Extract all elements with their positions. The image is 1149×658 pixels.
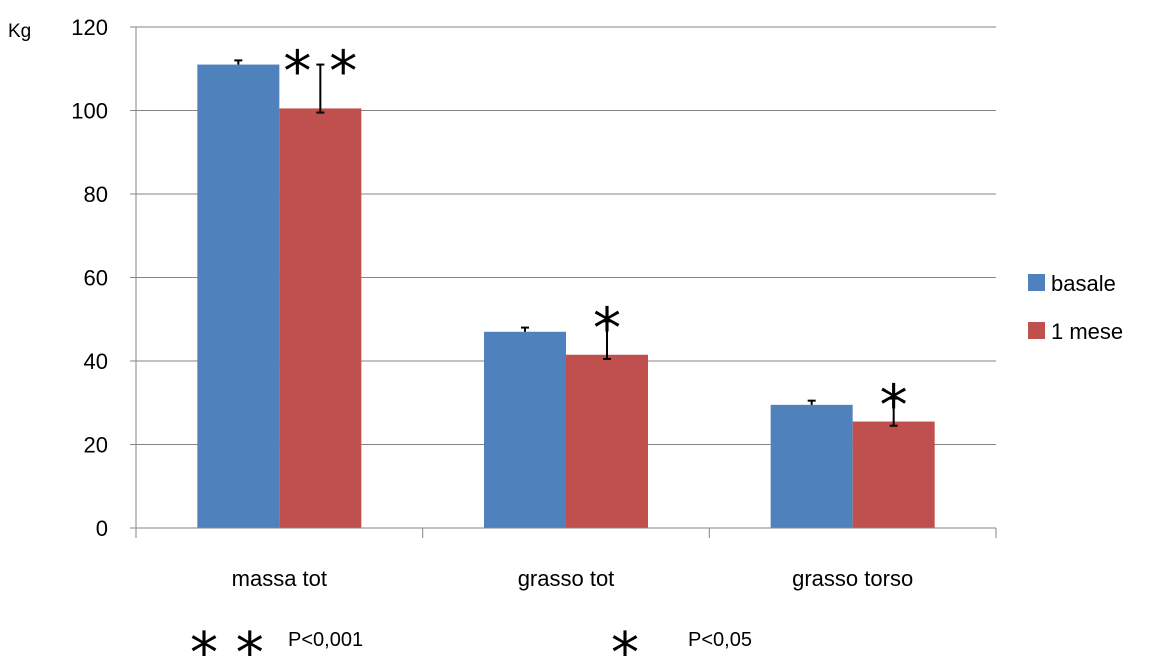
significance-mark: * bbox=[880, 374, 908, 439]
footnote-double-text: P<0,001 bbox=[288, 629, 363, 651]
legend-swatch-basale bbox=[1028, 274, 1045, 291]
footnote-single-text: P<0,05 bbox=[688, 629, 752, 651]
y-tick-label: 120 bbox=[71, 15, 108, 40]
y-unit-label: Kg bbox=[8, 21, 31, 42]
x-tick-label: grasso tot bbox=[518, 566, 615, 591]
bar-1-mese-massa-tot bbox=[279, 108, 362, 528]
y-tick-label: 80 bbox=[84, 182, 108, 207]
footnote-double-mark: * * bbox=[190, 621, 264, 658]
bar-1-mese-grasso-tot bbox=[566, 354, 648, 528]
axes bbox=[130, 26, 997, 538]
legend-label-basale: basale bbox=[1051, 271, 1116, 296]
bar-basale-massa-tot bbox=[197, 64, 280, 528]
y-tick-label: 20 bbox=[84, 433, 108, 458]
error-bars bbox=[234, 59, 898, 427]
y-tick-labels: 0 20 40 60 80 100 120 bbox=[71, 15, 108, 541]
y-tick-label: 40 bbox=[84, 349, 108, 374]
y-tick-label: 0 bbox=[96, 516, 108, 541]
y-tick-label: 60 bbox=[84, 266, 108, 291]
legend-label-1-mese: 1 mese bbox=[1051, 319, 1123, 344]
bar-basale-grasso-tot bbox=[484, 331, 566, 528]
x-tick-labels: massa tot grasso tot grasso torso bbox=[232, 566, 914, 591]
bar-basale-grasso-torso bbox=[770, 404, 853, 528]
footnote-single-mark: * bbox=[611, 621, 639, 658]
y-tick-label: 100 bbox=[71, 99, 108, 124]
x-tick-label: massa tot bbox=[232, 566, 327, 591]
significance-mark: * * bbox=[283, 40, 357, 105]
legend: basale 1 mese bbox=[1028, 271, 1123, 344]
significance-marks: * * * * bbox=[283, 40, 907, 439]
bar-1-mese-grasso-torso bbox=[852, 421, 935, 528]
legend-swatch-1-mese bbox=[1028, 322, 1045, 339]
x-tick-label: grasso torso bbox=[792, 566, 913, 591]
bars bbox=[197, 64, 935, 528]
footnote: * * P<0,001 * P<0,05 bbox=[190, 621, 752, 658]
significance-mark: * bbox=[593, 296, 621, 361]
